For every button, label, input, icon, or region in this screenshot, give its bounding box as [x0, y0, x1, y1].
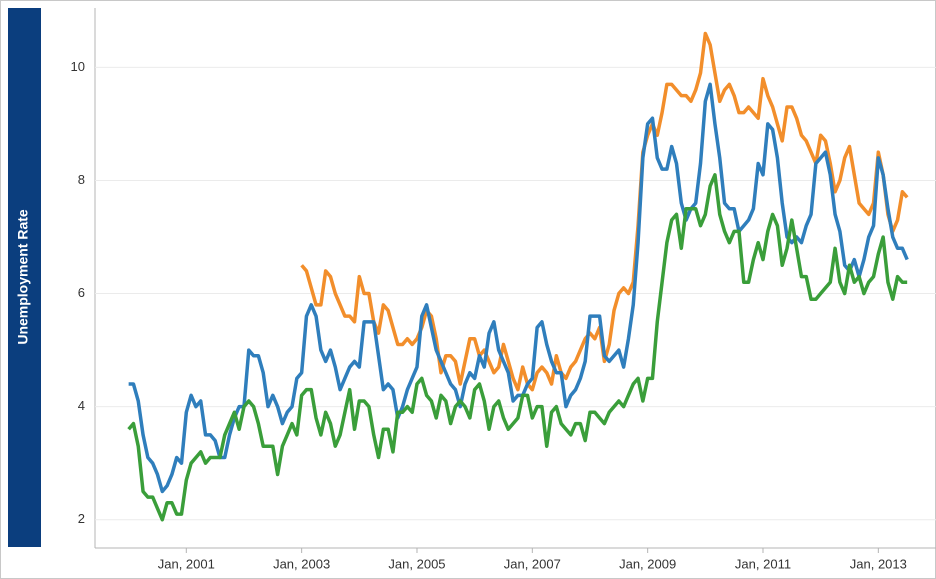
- x-tick-label: Jan, 2011: [735, 556, 791, 571]
- y-tick-label: 10: [71, 59, 85, 74]
- x-tick-label: Jan, 2009: [619, 556, 676, 571]
- y-axis-label: Unemployment Rate: [15, 209, 31, 345]
- y-tick-label: 4: [78, 398, 85, 413]
- y-label-band: [8, 8, 41, 547]
- series-line: [128, 82, 909, 494]
- series-line: [300, 31, 909, 392]
- x-tick-label: Jan, 2005: [388, 556, 445, 571]
- x-tick-label: Jan, 2001: [158, 556, 215, 571]
- y-tick-label: 8: [78, 172, 85, 187]
- x-tick-label: Jan, 2013: [850, 556, 907, 571]
- series-line: [127, 173, 908, 522]
- x-tick-label: Jan, 2003: [273, 556, 330, 571]
- x-tick-label: Jan, 2007: [504, 556, 561, 571]
- y-tick-label: 2: [78, 511, 85, 526]
- y-tick-label: 6: [78, 285, 85, 300]
